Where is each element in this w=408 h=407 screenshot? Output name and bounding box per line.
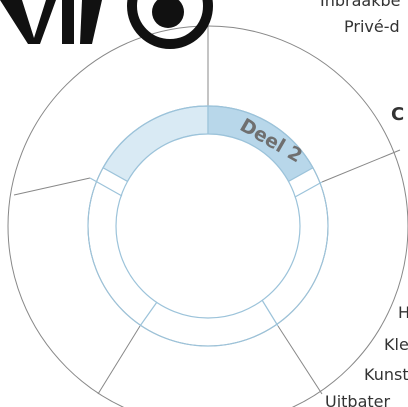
label: Kle	[384, 335, 408, 354]
label: Uitbater	[325, 392, 391, 407]
label: Inbraakbe	[320, 0, 400, 10]
label: H	[398, 303, 408, 322]
inner-dividers	[89, 177, 323, 327]
label: Kunst	[364, 365, 408, 384]
label: C	[391, 104, 404, 125]
outer-dividers	[13, 26, 401, 395]
inner-ring-outer	[87, 105, 329, 347]
inner-circle	[115, 133, 301, 319]
label: Privé-d	[344, 17, 400, 36]
logo	[0, 0, 213, 49]
